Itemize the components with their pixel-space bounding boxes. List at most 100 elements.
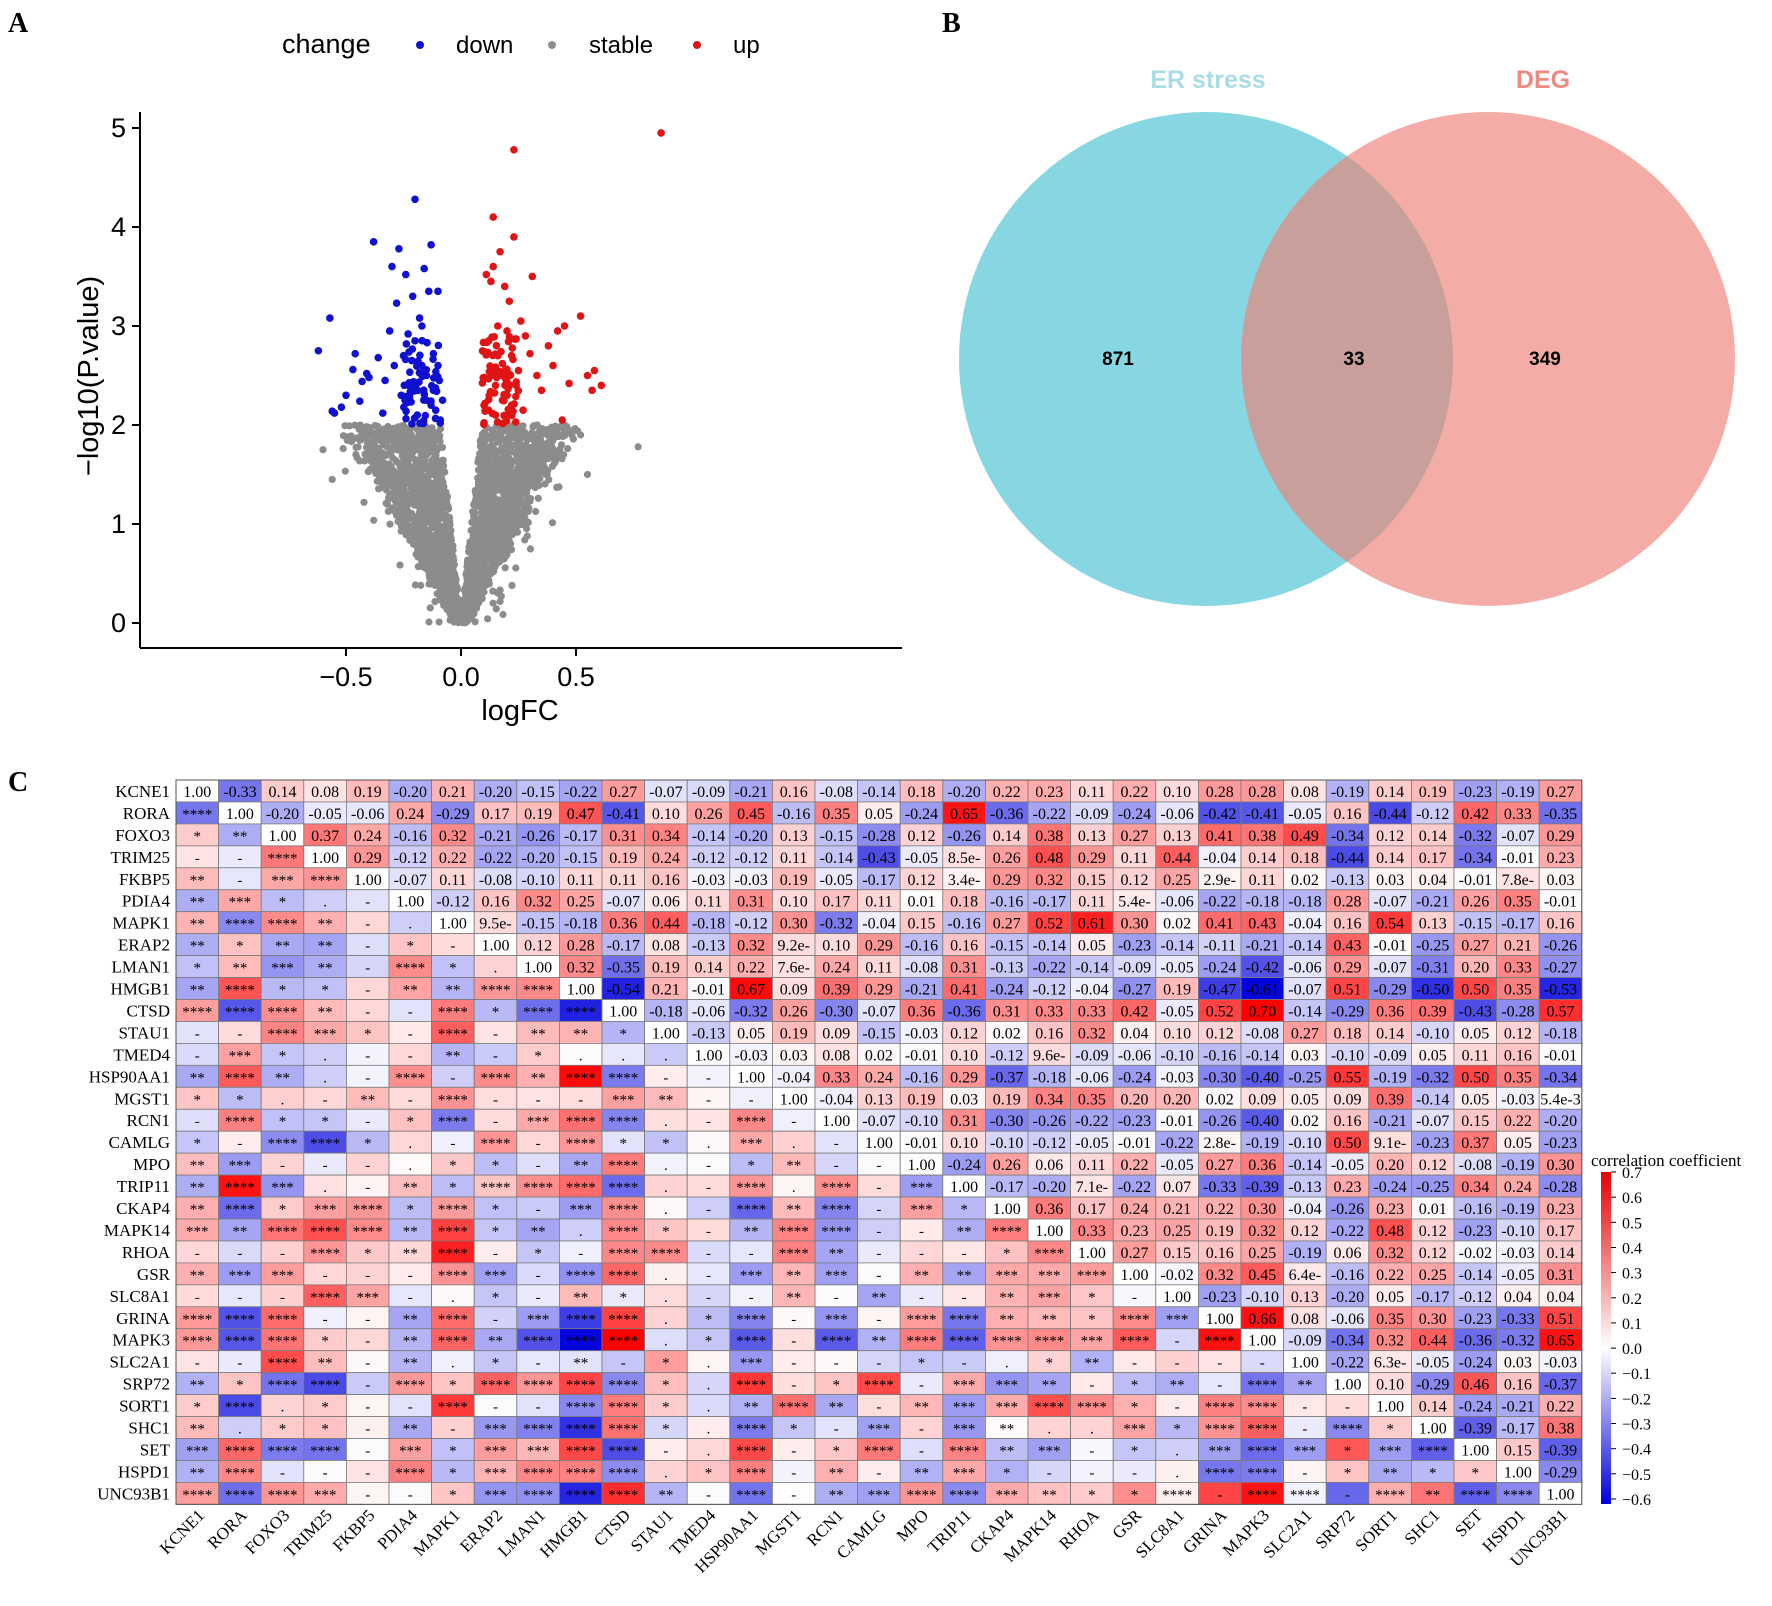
- cell-coefficient: -0.06: [1118, 1047, 1151, 1064]
- cell-coefficient: -0.30: [820, 1003, 853, 1020]
- cell-significance: ****: [225, 1070, 255, 1086]
- cell-significance: *: [321, 1400, 329, 1416]
- cell-coefficient: -0.15: [521, 784, 554, 801]
- row-label: SET: [140, 1440, 171, 1459]
- cell-significance: ****: [182, 807, 212, 823]
- up-point: [514, 366, 523, 375]
- cell-coefficient: 0.08: [311, 784, 339, 801]
- cell-coefficient: 0.13: [1291, 1289, 1319, 1306]
- up-point: [512, 378, 520, 386]
- stable-point: [461, 589, 470, 598]
- cell-coefficient: -0.26: [521, 828, 554, 845]
- cell-coefficient: -0.05: [308, 806, 341, 823]
- cell-coefficient: -0.26: [1033, 1113, 1066, 1130]
- cell-coefficient: -0.32: [734, 1003, 767, 1020]
- up-point: [528, 272, 537, 281]
- cell-coefficient: -0.21: [479, 828, 512, 845]
- cell-significance: -: [323, 1268, 328, 1284]
- cell-significance: ****: [438, 1268, 468, 1284]
- cell-significance: **: [190, 1202, 205, 1218]
- cell-significance: .: [408, 1158, 412, 1174]
- cell-coefficient: 0.14: [1376, 1025, 1404, 1042]
- cell-coefficient: 0.27: [1121, 1245, 1149, 1262]
- up-point: [565, 379, 573, 388]
- cell-significance: **: [190, 1070, 205, 1086]
- cell-coefficient: 0.22: [1376, 1267, 1404, 1284]
- cell-coefficient: -0.01: [1373, 938, 1406, 955]
- cell-coefficient: -0.20: [734, 828, 767, 845]
- cell-coefficient: 1.00: [822, 1113, 850, 1130]
- cell-significance: ***: [399, 1443, 422, 1459]
- stable-point: [433, 501, 441, 509]
- cell-coefficient: 0.10: [950, 1135, 978, 1152]
- down-point: [436, 419, 445, 427]
- cell-significance: *: [1344, 1443, 1352, 1459]
- cell-coefficient: 0.36: [908, 1003, 936, 1020]
- cell-coefficient: 0.31: [1547, 1267, 1575, 1284]
- up-point: [488, 409, 497, 418]
- cell-significance: *: [492, 1202, 500, 1218]
- cell-coefficient: -0.05: [1416, 1355, 1449, 1372]
- cell-coefficient: -0.42: [1203, 806, 1236, 823]
- down-point: [438, 396, 447, 405]
- stable-point: [564, 445, 572, 453]
- cell-coefficient: -0.50: [1416, 982, 1449, 999]
- cell-significance: .: [1005, 1356, 1009, 1372]
- cell-significance: -: [1345, 1400, 1350, 1416]
- cell-significance: *: [1131, 1378, 1139, 1394]
- cell-significance: **: [403, 983, 418, 999]
- cell-coefficient: 0.01: [1419, 1201, 1447, 1218]
- cell-significance: ****: [523, 1334, 553, 1350]
- cell-significance: -: [450, 1136, 455, 1152]
- cell-coefficient: -0.15: [1459, 916, 1492, 933]
- stable-point: [499, 610, 507, 619]
- cell-significance: .: [621, 1048, 625, 1064]
- stable-point: [397, 470, 405, 478]
- stable-point: [388, 481, 397, 489]
- up-point: [491, 381, 500, 390]
- cell-significance: -: [365, 1114, 370, 1130]
- cell-coefficient: 0.03: [1504, 1355, 1532, 1372]
- stable-point: [339, 432, 347, 440]
- stable-point: [502, 538, 511, 546]
- cell-coefficient: -0.06: [1160, 806, 1193, 823]
- cell-significance: .: [494, 961, 498, 977]
- cell-coefficient: 0.10: [1376, 1377, 1404, 1394]
- cell-coefficient: 0.41: [1206, 916, 1234, 933]
- cell-coefficient: -0.22: [1160, 1135, 1193, 1152]
- stable-point: [411, 581, 419, 589]
- cell-coefficient: -0.04: [1075, 982, 1108, 999]
- up-point: [526, 349, 534, 358]
- cell-significance: ****: [566, 1070, 596, 1086]
- x-tick-label: 0.5: [557, 662, 595, 692]
- stable-point: [547, 436, 555, 444]
- up-point: [505, 381, 514, 389]
- cell-significance: -: [876, 1180, 881, 1196]
- cell-significance: -: [536, 1136, 541, 1152]
- cell-coefficient: 0.25: [567, 894, 595, 911]
- up-point: [494, 322, 502, 330]
- cell-significance: *: [492, 1158, 500, 1174]
- cell-significance: *: [449, 1158, 457, 1174]
- cell-coefficient: 0.14: [1419, 1399, 1447, 1416]
- stable-point: [431, 598, 439, 606]
- up-point: [508, 344, 517, 352]
- cell-significance: ****: [566, 1422, 596, 1438]
- stable-point: [412, 534, 420, 543]
- cell-significance: ****: [268, 1136, 298, 1152]
- cell-coefficient: -0.01: [1160, 1113, 1193, 1130]
- down-point: [405, 348, 413, 356]
- down-point: [390, 361, 399, 370]
- cell-coefficient: 0.18: [950, 894, 978, 911]
- cell-significance: **: [190, 1465, 205, 1481]
- cell-significance: *: [534, 1246, 542, 1262]
- stable-point: [365, 456, 373, 464]
- cell-significance: *: [236, 939, 244, 955]
- cell-significance: .: [664, 1312, 668, 1328]
- cell-coefficient: 0.26: [993, 850, 1021, 867]
- cell-significance: ****: [608, 1443, 638, 1459]
- cell-coefficient: 0.05: [1504, 1135, 1532, 1152]
- cell-significance: **: [573, 1158, 588, 1174]
- cell-significance: .: [707, 1400, 711, 1416]
- cell-significance: *: [364, 1136, 372, 1152]
